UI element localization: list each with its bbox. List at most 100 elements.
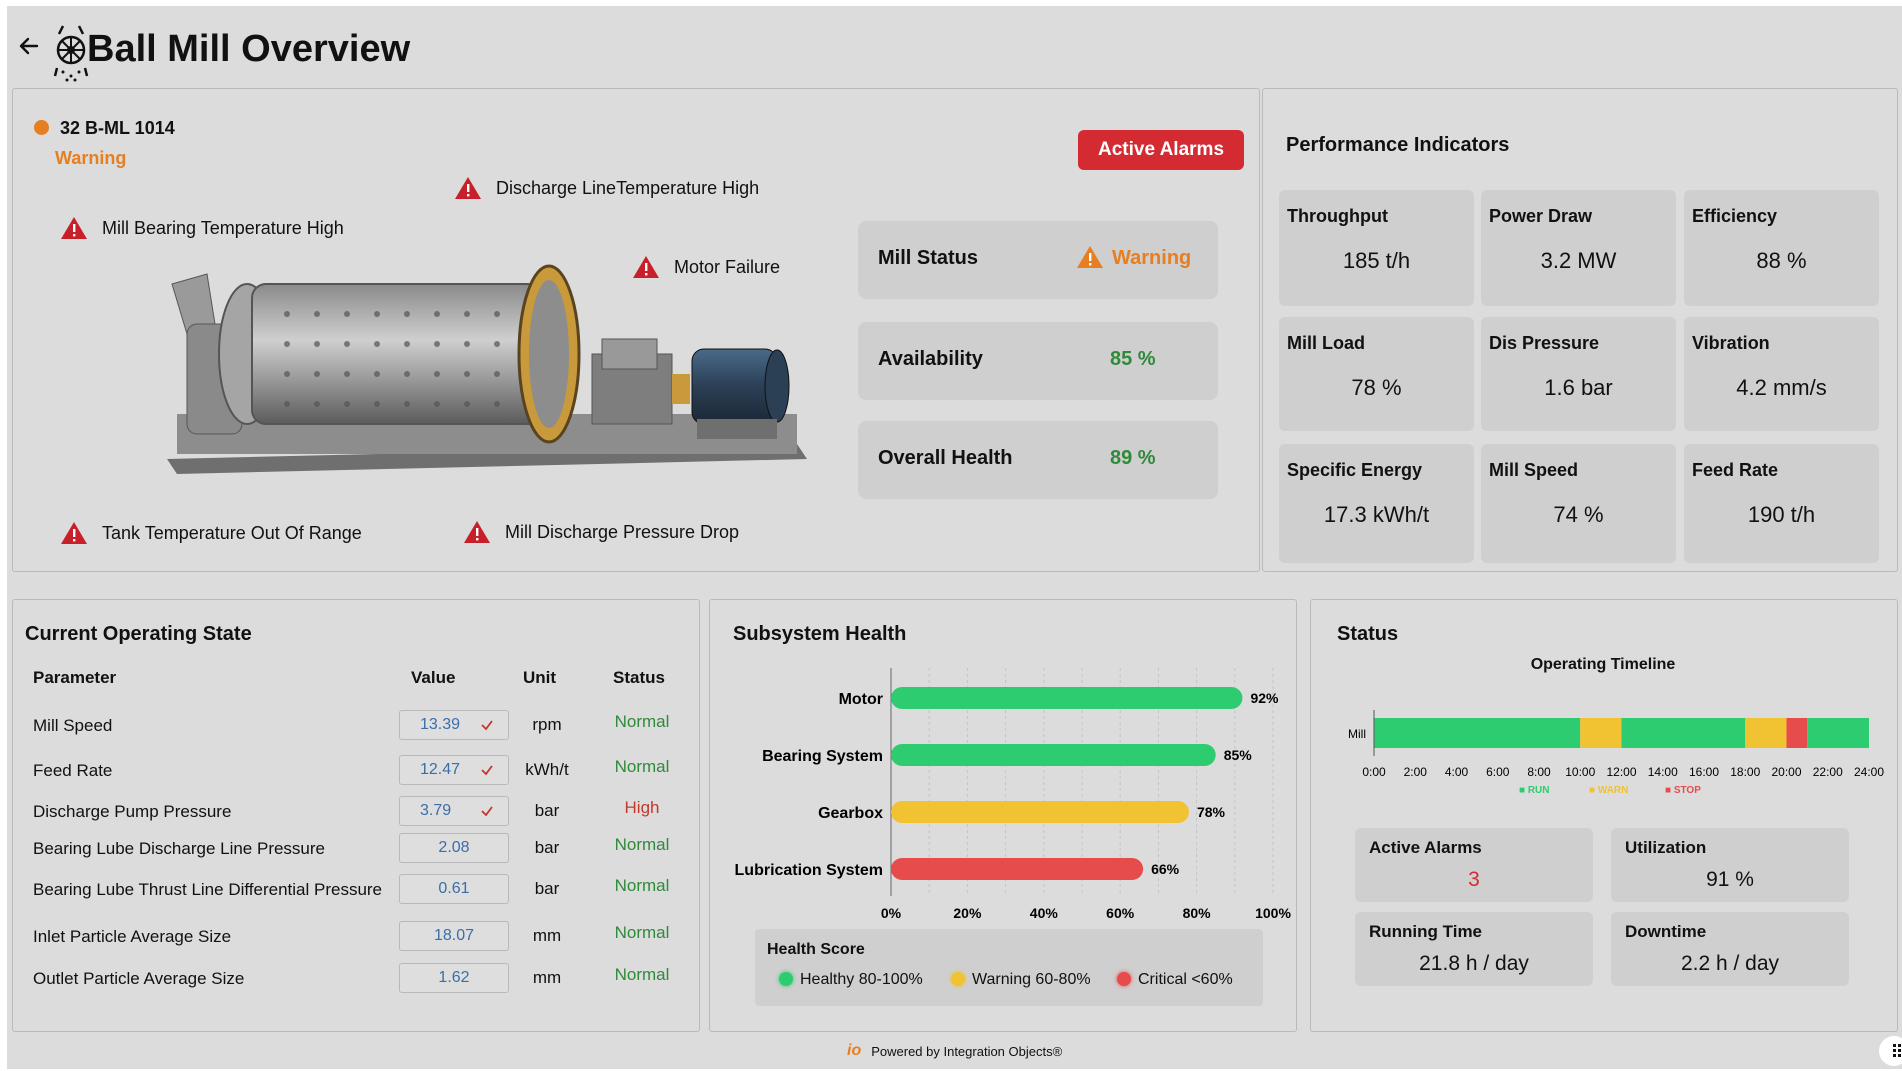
- bar-value-label: 78%: [1197, 804, 1226, 820]
- machine-status-dot: [34, 120, 49, 135]
- timeline-tick-label: 2:00: [1404, 765, 1428, 779]
- alarm-tank-temp[interactable]: Tank Temperature Out Of Range: [60, 521, 362, 545]
- subsystem-health-chart: Motor 92% Bearing System 85% Gearbox 78% Lubri…: [735, 668, 1291, 921]
- utilization-label: Utilization: [1625, 838, 1707, 857]
- bar-value-label: 92%: [1250, 690, 1279, 706]
- kpi-value: 88 %: [1756, 248, 1807, 273]
- warning-triangle-icon: [1076, 245, 1104, 274]
- mill-status-value: Warning: [1112, 247, 1192, 269]
- timeline-tick-label: 14:00: [1648, 765, 1678, 779]
- timeline-segment: [1786, 718, 1808, 748]
- value-input[interactable]: 13.39: [399, 710, 509, 740]
- unit-text: bar: [534, 838, 560, 857]
- downtime-label: Downtime: [1625, 922, 1707, 941]
- value-text: 18.07: [433, 927, 475, 944]
- kpi-value: 4.2 mm/s: [1736, 375, 1827, 400]
- value-text: 0.61: [438, 880, 470, 897]
- kpi-card: Efficiency 88 %: [1684, 190, 1879, 306]
- apps-grid-icon[interactable]: [1879, 1036, 1902, 1066]
- warning-triangle-icon: [455, 177, 481, 199]
- overall-health-value: 89 %: [1110, 447, 1156, 469]
- subsystem-health-title: Subsystem Health: [733, 623, 907, 645]
- legend-dot-warning: [951, 972, 965, 986]
- ball-mill-image: [157, 244, 807, 479]
- dashboard-page: Ball Mill Overview 32 B-ML 1014 Warning …: [7, 6, 1902, 1069]
- kpi-value: 185 t/h: [1342, 248, 1411, 273]
- utilization-card: Utilization 91 %: [1611, 828, 1849, 902]
- status-text: Normal: [614, 757, 670, 776]
- x-tick-label: 60%: [1106, 905, 1135, 921]
- active-alarms-button[interactable]: Active Alarms: [1078, 130, 1244, 170]
- bar-value-label: 66%: [1151, 861, 1180, 877]
- kpi-label: Specific Energy: [1287, 460, 1423, 480]
- timeline-segment: [1745, 718, 1787, 748]
- parameter-name: Inlet Particle Average Size: [33, 927, 232, 946]
- x-tick-label: 0%: [881, 905, 902, 921]
- kpi-card: Power Draw 3.2 MW: [1481, 190, 1676, 306]
- health-bar: [891, 687, 1243, 709]
- timeline-segment: [1580, 718, 1622, 748]
- legend-healthy: Healthy 80-100%: [779, 971, 923, 989]
- kpi-label: Feed Rate: [1692, 460, 1779, 480]
- timeline-tick-label: 6:00: [1486, 765, 1510, 779]
- warning-triangle-icon: [633, 256, 659, 278]
- timeline-tick-label: 16:00: [1689, 765, 1719, 779]
- operating-timeline-chart: Mill 0:00 2:00 4:00 6:00 8:00 10:00 12:00 14:00 1…: [1348, 710, 1884, 796]
- header-parameter: Parameter: [33, 668, 117, 687]
- back-arrow-icon[interactable]: [17, 34, 41, 63]
- check-icon: [481, 765, 493, 776]
- status-text: Normal: [614, 923, 670, 942]
- header-status: Status: [613, 668, 665, 687]
- value-text: 2.08: [438, 839, 470, 856]
- timeline-segment: [1374, 718, 1581, 748]
- alarm-label: Tank Temperature Out Of Range: [102, 522, 362, 543]
- health-bar: [891, 858, 1144, 880]
- unit-text: mm: [532, 968, 562, 987]
- timeline-tick-label: 10:00: [1565, 765, 1595, 779]
- health-bar: [891, 744, 1216, 766]
- timeline-segment: [1807, 718, 1869, 748]
- alarm-discharge-line-temp[interactable]: Discharge LineTemperature High: [454, 176, 759, 200]
- alarm-label: Mill Discharge Pressure Drop: [505, 521, 740, 542]
- x-tick-label: 80%: [1183, 905, 1212, 921]
- timeline-tick-label: 4:00: [1445, 765, 1469, 779]
- legend-warning: Warning 60-80%: [951, 971, 1091, 989]
- value-input[interactable]: 3.79: [399, 796, 509, 826]
- legend-dot-healthy: [779, 972, 793, 986]
- alarm-bearing-temp[interactable]: Mill Bearing Temperature High: [60, 216, 344, 240]
- unit-text: kWh/t: [525, 760, 569, 779]
- operating-state-panel: [12, 599, 700, 1032]
- timeline-legend-run: ■ RUN: [1519, 785, 1549, 796]
- timeline-tick-label: 0:00: [1362, 765, 1386, 779]
- legend-critical-label: Critical <60%: [1138, 971, 1233, 988]
- timeline-tick-label: 22:00: [1813, 765, 1843, 779]
- check-icon: [481, 806, 493, 817]
- alarm-motor-failure[interactable]: Motor Failure: [632, 255, 780, 279]
- footer: io Powered by Integration Objects®: [847, 1042, 1062, 1060]
- timeline-tick-label: 12:00: [1606, 765, 1636, 779]
- kpi-card: Throughput 185 t/h: [1279, 190, 1474, 306]
- value-input[interactable]: 0.61: [399, 874, 509, 904]
- kpi-label: Power Draw: [1489, 206, 1593, 226]
- legend-dot-critical: [1117, 972, 1131, 986]
- category-label: Motor: [839, 691, 883, 708]
- overall-health-label: Overall Health: [878, 447, 1013, 469]
- value-input[interactable]: 2.08: [399, 833, 509, 863]
- availability-label: Availability: [878, 348, 983, 370]
- value-input[interactable]: 18.07: [399, 921, 509, 951]
- value-input[interactable]: 1.62: [399, 963, 509, 993]
- utilization-value: 91 %: [1706, 868, 1754, 891]
- downtime-card: Downtime 2.2 h / day: [1611, 912, 1849, 986]
- value-input[interactable]: 12.47: [399, 755, 509, 785]
- kpi-value: 3.2 MW: [1540, 248, 1617, 273]
- timeline-title: Operating Timeline: [1530, 656, 1676, 673]
- mill-status-label: Mill Status: [878, 247, 979, 269]
- kpi-label: Efficiency: [1692, 206, 1778, 226]
- alarm-label: Mill Bearing Temperature High: [102, 217, 344, 238]
- unit-text: mm: [532, 926, 562, 945]
- active-alarms-card: Active Alarms 3: [1355, 828, 1593, 902]
- kpi-card: Feed Rate 190 t/h: [1684, 444, 1879, 563]
- alarm-discharge-pressure[interactable]: Mill Discharge Pressure Drop: [463, 520, 739, 544]
- timeline-segment: [1621, 718, 1746, 748]
- value-text: 1.62: [438, 969, 470, 986]
